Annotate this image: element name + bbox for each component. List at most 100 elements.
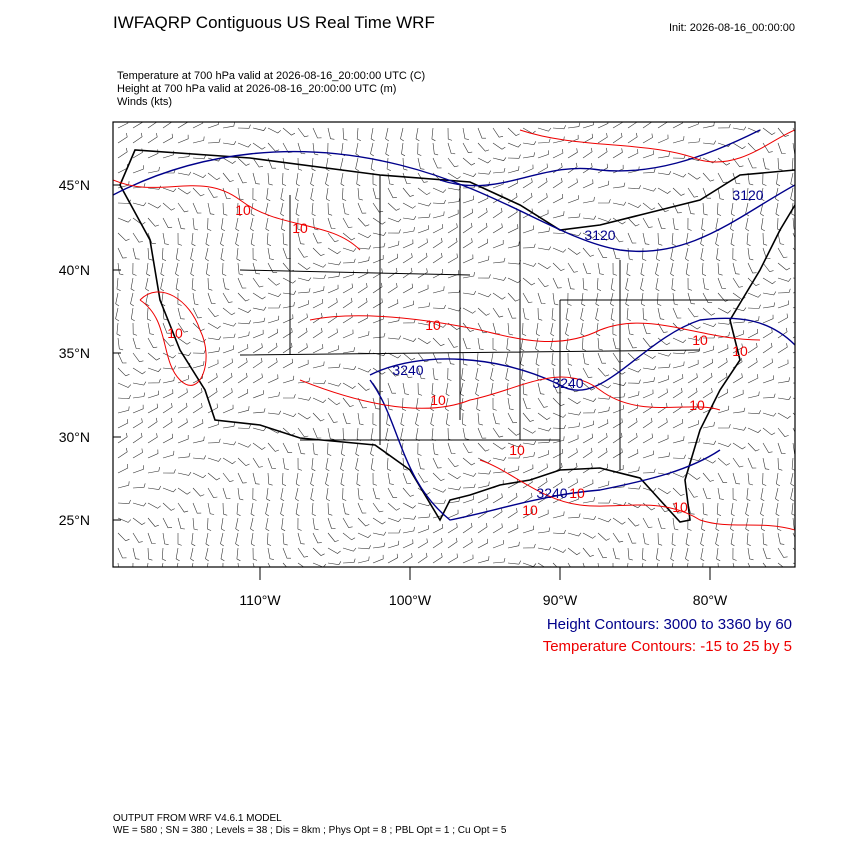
wind-barb <box>222 345 234 354</box>
wind-barb <box>582 232 596 239</box>
wind-barb <box>732 142 746 150</box>
wind-barb <box>775 487 779 502</box>
wind-barb <box>522 452 535 459</box>
wind-barb <box>297 277 312 282</box>
contour-label: 10 <box>425 317 441 333</box>
wind-barb <box>432 237 443 249</box>
wind-barb <box>252 408 266 414</box>
wind-barb <box>267 374 279 384</box>
wind-barb <box>730 502 735 517</box>
wind-barb <box>177 402 188 414</box>
wind-barb <box>477 307 490 316</box>
wind-barb <box>640 262 645 277</box>
wind-barb <box>685 262 690 277</box>
wind-barb <box>460 397 465 412</box>
wind-barb <box>717 187 724 200</box>
wind-barb <box>702 157 717 164</box>
wind-barb <box>520 337 525 352</box>
wind-barb <box>282 457 289 470</box>
wind-barb <box>492 207 503 219</box>
wind-barb <box>552 477 563 489</box>
wind-barb <box>700 547 705 562</box>
wind-barb <box>132 547 140 560</box>
wind-barb <box>657 532 663 546</box>
wind-barb <box>267 342 278 354</box>
wind-barb <box>507 560 522 565</box>
wind-barb <box>702 457 716 464</box>
wind-barb <box>207 322 221 329</box>
wind-barb <box>237 487 244 501</box>
wind-barb <box>282 127 296 136</box>
wind-barb <box>702 322 717 328</box>
wind-barb <box>642 168 656 174</box>
wind-barb <box>417 172 428 183</box>
wind-barb <box>537 546 552 551</box>
wind-barb <box>672 436 685 444</box>
wind-barb <box>507 427 520 436</box>
wind-barb <box>492 127 504 138</box>
wind-barb <box>252 547 258 561</box>
wind-barb <box>237 388 249 399</box>
wind-barb <box>327 397 341 406</box>
wind-barb <box>177 517 185 530</box>
wind-barb <box>132 483 146 489</box>
wind-barb <box>162 403 173 414</box>
wind-barb <box>312 327 323 339</box>
wind-barb <box>732 407 746 414</box>
wind-barb <box>597 247 608 259</box>
wind-barb <box>252 343 263 354</box>
wind-barb <box>535 352 540 367</box>
wind-barb <box>297 288 311 294</box>
wind-barb <box>252 487 257 501</box>
wind-barb <box>475 367 480 382</box>
wind-barb <box>207 307 219 317</box>
wind-barb <box>582 397 597 402</box>
wind-barb <box>237 406 250 414</box>
wind-barb <box>701 262 707 276</box>
wind-barb <box>177 418 188 429</box>
wind-barb <box>732 547 737 561</box>
wind-barb <box>717 307 731 314</box>
wind-barb <box>191 532 196 547</box>
wind-barb <box>535 322 540 337</box>
wind-barb <box>477 222 488 234</box>
temperature-contour <box>519 129 795 163</box>
wind-barb <box>732 457 744 468</box>
wind-barb <box>671 232 676 246</box>
wind-barb <box>372 173 377 186</box>
wind-barb <box>612 448 623 459</box>
wind-barb <box>567 562 571 567</box>
wind-barb <box>192 387 203 399</box>
wind-barb <box>747 374 759 384</box>
wind-barb <box>627 449 639 459</box>
wind-barb <box>537 477 548 489</box>
wind-barb <box>702 277 709 290</box>
wind-barb <box>147 352 161 361</box>
wind-barb <box>627 352 640 361</box>
wind-barb <box>582 420 594 429</box>
wind-barb <box>190 247 195 262</box>
wind-barb <box>747 277 760 287</box>
wind-barb <box>312 142 319 156</box>
wind-barb <box>537 527 551 534</box>
wind-barb <box>342 297 353 309</box>
wind-barb <box>672 136 685 144</box>
wind-barb <box>447 172 461 180</box>
temperature-contour <box>479 459 795 531</box>
wind-barb <box>552 136 565 144</box>
wind-barb <box>372 472 378 486</box>
wind-barb <box>387 367 400 377</box>
wind-barb <box>385 142 390 157</box>
wind-barb <box>327 382 342 387</box>
wind-barb <box>762 157 770 170</box>
wind-barb <box>492 412 500 425</box>
wind-barb <box>161 247 167 261</box>
wind-barb <box>175 247 180 262</box>
wind-barb <box>281 217 286 232</box>
wind-barb <box>192 349 206 354</box>
wind-barb <box>776 172 781 187</box>
wind-barb <box>417 382 423 396</box>
wind-barb <box>177 471 192 476</box>
wind-barb <box>762 442 773 453</box>
